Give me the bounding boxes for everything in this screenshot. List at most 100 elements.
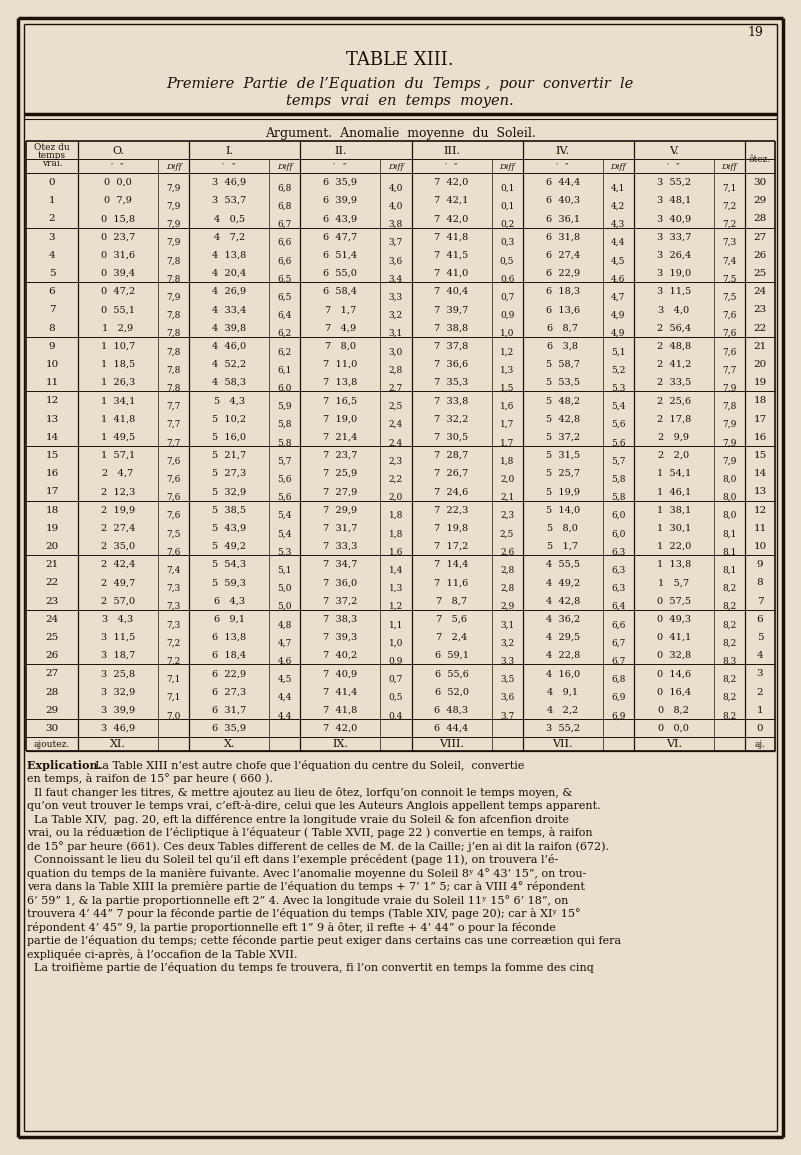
Text: 6,4: 6,4 xyxy=(278,311,292,320)
Text: 7,6: 7,6 xyxy=(167,511,181,520)
Text: 14: 14 xyxy=(46,433,58,441)
Text: 7  27,9: 7 27,9 xyxy=(324,487,357,497)
Text: 4,0: 4,0 xyxy=(388,184,403,193)
Text: 4  36,2: 4 36,2 xyxy=(545,614,580,624)
Text: trouvera 4’ 44” 7 pour la féconde partie de l’équation du temps (Table XIV, page: trouvera 4’ 44” 7 pour la féconde partie… xyxy=(27,908,581,919)
Text: V.: V. xyxy=(669,146,678,156)
Text: 7  38,8: 7 38,8 xyxy=(434,323,469,333)
Text: 7  41,4: 7 41,4 xyxy=(323,687,357,696)
Text: 6,7: 6,7 xyxy=(278,219,292,229)
Text: 8,3: 8,3 xyxy=(723,657,737,665)
Text: 7  31,7: 7 31,7 xyxy=(323,523,357,532)
Text: 7  25,9: 7 25,9 xyxy=(324,469,357,478)
Text: 3,3: 3,3 xyxy=(500,657,514,665)
Text: 2   2,0: 2 2,0 xyxy=(658,450,690,460)
Text: quation du temps de la manière fuivante. Avec l’anomalie moyenne du Soleil 8ʸ 4°: quation du temps de la manière fuivante.… xyxy=(27,867,586,879)
Text: 4,3: 4,3 xyxy=(611,219,626,229)
Text: 7,7: 7,7 xyxy=(167,420,181,429)
Text: 5,4: 5,4 xyxy=(611,402,626,411)
Text: 3  33,7: 3 33,7 xyxy=(657,232,691,241)
Text: 4  42,8: 4 42,8 xyxy=(545,597,580,605)
Text: 1,6: 1,6 xyxy=(388,547,403,557)
Text: 7  40,2: 7 40,2 xyxy=(324,651,357,661)
Text: 8,2: 8,2 xyxy=(723,602,737,611)
Text: 8,1: 8,1 xyxy=(723,566,737,575)
Text: 8,2: 8,2 xyxy=(723,675,737,684)
Text: 1,3: 1,3 xyxy=(388,583,403,593)
Text: 1   5,7: 1 5,7 xyxy=(658,579,690,588)
Text: 8,0: 8,0 xyxy=(723,475,737,484)
Text: 0  47,2: 0 47,2 xyxy=(101,288,135,296)
Text: 22: 22 xyxy=(754,323,767,333)
Text: 4  13,8: 4 13,8 xyxy=(212,251,247,260)
Text: 7,6: 7,6 xyxy=(723,311,737,320)
Text: Diff: Diff xyxy=(499,163,515,171)
Text: 0,7: 0,7 xyxy=(500,292,514,301)
Text: 7  41,5: 7 41,5 xyxy=(434,251,469,260)
Text: 8,2: 8,2 xyxy=(723,711,737,721)
Text: 10: 10 xyxy=(46,360,58,368)
Text: 23: 23 xyxy=(46,597,58,605)
Text: 5,8: 5,8 xyxy=(611,475,626,484)
Text: 5,6: 5,6 xyxy=(277,475,292,484)
Text: 5  49,2: 5 49,2 xyxy=(212,542,246,551)
Text: 4  58,3: 4 58,3 xyxy=(212,378,246,387)
Text: 8,1: 8,1 xyxy=(723,529,737,538)
Text: 2,3: 2,3 xyxy=(388,456,403,465)
Text: 5   4,3: 5 4,3 xyxy=(214,396,245,405)
Text: 1,8: 1,8 xyxy=(388,511,403,520)
Text: de 15° par heure (661). Ces deux Tables different de celles de M. de la Caille; : de 15° par heure (661). Ces deux Tables … xyxy=(27,841,609,851)
Text: 0  39,4: 0 39,4 xyxy=(101,269,135,278)
Text: 7  40,4: 7 40,4 xyxy=(434,288,469,296)
Text: 4,5: 4,5 xyxy=(277,675,292,684)
Text: 7,5: 7,5 xyxy=(723,292,737,301)
Text: 7  42,0: 7 42,0 xyxy=(434,215,469,223)
Text: 0   8,2: 0 8,2 xyxy=(658,706,690,715)
Text: 7,3: 7,3 xyxy=(167,620,181,629)
Text: 7  39,3: 7 39,3 xyxy=(324,633,357,642)
Text: 2,8: 2,8 xyxy=(500,566,514,575)
Text: qu’on veut trouver le temps vrai, c’eft-à-dire, celui que les Auteurs Anglois ap: qu’on veut trouver le temps vrai, c’eft-… xyxy=(27,800,601,811)
Text: 6   8,7: 6 8,7 xyxy=(547,323,578,333)
Text: 3: 3 xyxy=(757,670,763,678)
Text: 4,4: 4,4 xyxy=(278,711,292,721)
Text: X.: X. xyxy=(223,739,235,750)
Text: 7,7: 7,7 xyxy=(167,438,181,447)
Text: 7,2: 7,2 xyxy=(167,657,181,665)
Text: ″: ″ xyxy=(343,163,346,171)
Text: ″: ″ xyxy=(120,163,124,171)
Text: 3  11,5: 3 11,5 xyxy=(101,633,135,642)
Text: 3  25,8: 3 25,8 xyxy=(101,670,135,678)
Text: 7  11,6: 7 11,6 xyxy=(434,579,469,588)
Text: 1: 1 xyxy=(757,706,763,715)
Text: 7  37,8: 7 37,8 xyxy=(434,342,469,351)
Text: 6,9: 6,9 xyxy=(611,711,626,721)
Text: 0  31,6: 0 31,6 xyxy=(101,251,135,260)
Text: 7,6: 7,6 xyxy=(167,456,181,465)
Text: 4  39,8: 4 39,8 xyxy=(212,323,246,333)
Text: ′: ′ xyxy=(333,163,336,171)
Text: 0  16,4: 0 16,4 xyxy=(657,687,691,696)
Text: 20: 20 xyxy=(754,360,767,368)
Text: 7,2: 7,2 xyxy=(723,202,737,210)
Text: 1  10,7: 1 10,7 xyxy=(101,342,135,351)
Text: 4  49,2: 4 49,2 xyxy=(545,579,580,588)
Text: 9: 9 xyxy=(49,342,55,351)
Text: 3,8: 3,8 xyxy=(388,219,403,229)
Text: temps  vrai  en  temps  moyen.: temps vrai en temps moyen. xyxy=(286,94,513,109)
Text: 7  36,6: 7 36,6 xyxy=(434,360,469,368)
Text: 7,4: 7,4 xyxy=(723,256,737,266)
Text: 7  33,8: 7 33,8 xyxy=(434,396,469,405)
Text: 8: 8 xyxy=(757,579,763,588)
Text: 4,6: 4,6 xyxy=(611,275,626,283)
Text: 3,2: 3,2 xyxy=(388,311,403,320)
Text: 3  18,7: 3 18,7 xyxy=(101,651,135,661)
Text: 5  32,9: 5 32,9 xyxy=(212,487,246,497)
Text: 0,6: 0,6 xyxy=(500,275,514,283)
Text: 0,5: 0,5 xyxy=(388,693,403,702)
Text: 2,8: 2,8 xyxy=(388,365,403,374)
Text: 2  27,4: 2 27,4 xyxy=(101,523,135,532)
Text: 6  35,9: 6 35,9 xyxy=(212,724,246,733)
Text: 7  40,9: 7 40,9 xyxy=(324,670,357,678)
Text: 5  25,7: 5 25,7 xyxy=(545,469,580,478)
